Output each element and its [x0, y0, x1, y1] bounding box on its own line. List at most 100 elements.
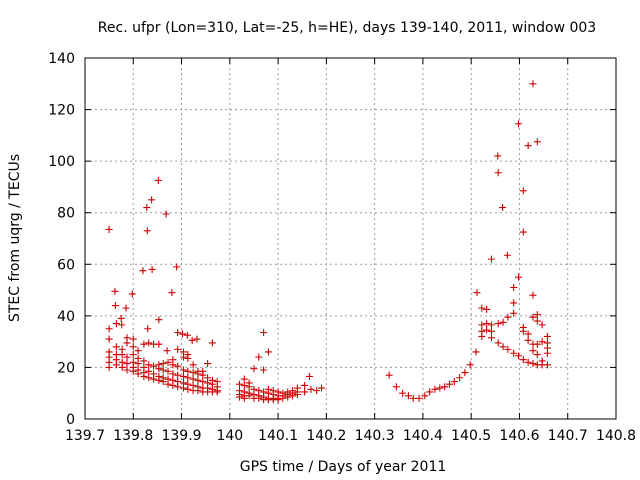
- data-point: [213, 388, 221, 396]
- data-point: [169, 361, 177, 369]
- data-point: [399, 389, 407, 397]
- data-point: [122, 304, 130, 312]
- data-point: [533, 340, 541, 348]
- data-point: [169, 381, 177, 389]
- data-point: [445, 380, 453, 388]
- data-point: [514, 352, 522, 360]
- data-point: [159, 378, 167, 386]
- data-point: [235, 380, 243, 388]
- data-point: [159, 366, 167, 374]
- data-point: [174, 329, 182, 337]
- data-point: [139, 267, 147, 275]
- data-point: [483, 326, 491, 334]
- y-tick-label: 120: [48, 103, 75, 119]
- data-point: [260, 329, 268, 337]
- data-point: [487, 321, 495, 329]
- x-tick-label: 140.5: [451, 428, 491, 444]
- data-point: [519, 228, 527, 236]
- data-point: [255, 353, 263, 361]
- data-point: [483, 320, 491, 328]
- data-point: [194, 376, 202, 384]
- data-point: [123, 353, 131, 361]
- data-point: [129, 335, 137, 343]
- data-point: [524, 336, 532, 344]
- data-point: [199, 378, 207, 386]
- data-point: [487, 334, 495, 342]
- data-point: [179, 353, 187, 361]
- data-point: [184, 367, 192, 375]
- data-point: [504, 345, 512, 353]
- y-tick-label: 100: [48, 154, 75, 170]
- grid-lines: [85, 58, 616, 419]
- data-point: [524, 142, 532, 150]
- data-point: [284, 393, 292, 401]
- y-axis-label: STEC from uqrg / TECUs: [7, 154, 23, 322]
- data-point: [431, 385, 439, 393]
- data-point: [421, 392, 429, 400]
- data-point: [179, 330, 187, 338]
- data-point: [499, 343, 507, 351]
- data-point: [514, 273, 522, 281]
- data-point: [301, 388, 309, 396]
- data-point: [426, 388, 434, 396]
- data-point: [189, 375, 197, 383]
- data-point: [148, 196, 156, 204]
- data-point: [538, 338, 546, 346]
- data-point: [129, 351, 137, 359]
- data-point: [144, 325, 152, 333]
- data-point: [305, 372, 313, 380]
- data-point: [461, 369, 469, 377]
- x-tick-label: 140.4: [403, 428, 443, 444]
- data-point: [174, 371, 182, 379]
- data-point: [524, 330, 532, 338]
- x-axis-label: GPS time / Days of year 2011: [240, 459, 447, 475]
- y-tick-label: 140: [48, 51, 75, 67]
- x-tick-label: 140.2: [306, 428, 346, 444]
- data-point: [529, 291, 537, 299]
- data-point: [168, 289, 176, 297]
- x-tick-label: 140.7: [548, 428, 588, 444]
- data-point: [184, 354, 192, 362]
- data-point: [145, 367, 153, 375]
- data-point: [123, 339, 131, 347]
- data-point: [318, 384, 326, 392]
- data-point: [154, 176, 162, 184]
- data-point: [148, 265, 156, 273]
- data-point: [150, 362, 158, 370]
- data-point: [105, 335, 113, 343]
- data-point: [105, 225, 113, 233]
- data-point: [140, 340, 148, 348]
- y-tick-label: 40: [57, 309, 75, 325]
- data-point: [184, 385, 192, 393]
- data-point: [105, 363, 113, 371]
- data-point: [450, 378, 458, 386]
- data-point: [240, 381, 248, 389]
- data-point: [483, 305, 491, 313]
- data-point: [533, 317, 541, 325]
- data-point: [179, 372, 187, 380]
- data-point: [529, 360, 537, 368]
- data-point: [519, 356, 527, 364]
- data-point: [112, 361, 120, 369]
- data-point: [529, 347, 537, 355]
- data-point: [105, 325, 113, 333]
- data-point: [245, 392, 253, 400]
- data-point: [155, 340, 163, 348]
- data-point: [478, 304, 486, 312]
- data-point: [487, 327, 495, 335]
- data-point: [204, 360, 212, 368]
- data-point: [510, 349, 518, 357]
- data-point: [504, 313, 512, 321]
- data-point: [494, 339, 502, 347]
- data-point: [155, 316, 163, 324]
- y-tick-label: 80: [57, 206, 75, 222]
- data-point: [145, 339, 153, 347]
- x-tick-label: 139.7: [65, 428, 105, 444]
- data-point: [494, 169, 502, 177]
- data-point: [499, 204, 507, 212]
- data-point: [240, 375, 248, 383]
- data-point: [184, 374, 192, 382]
- data-point: [301, 381, 309, 389]
- data-point: [264, 348, 272, 356]
- data-point: [415, 394, 423, 402]
